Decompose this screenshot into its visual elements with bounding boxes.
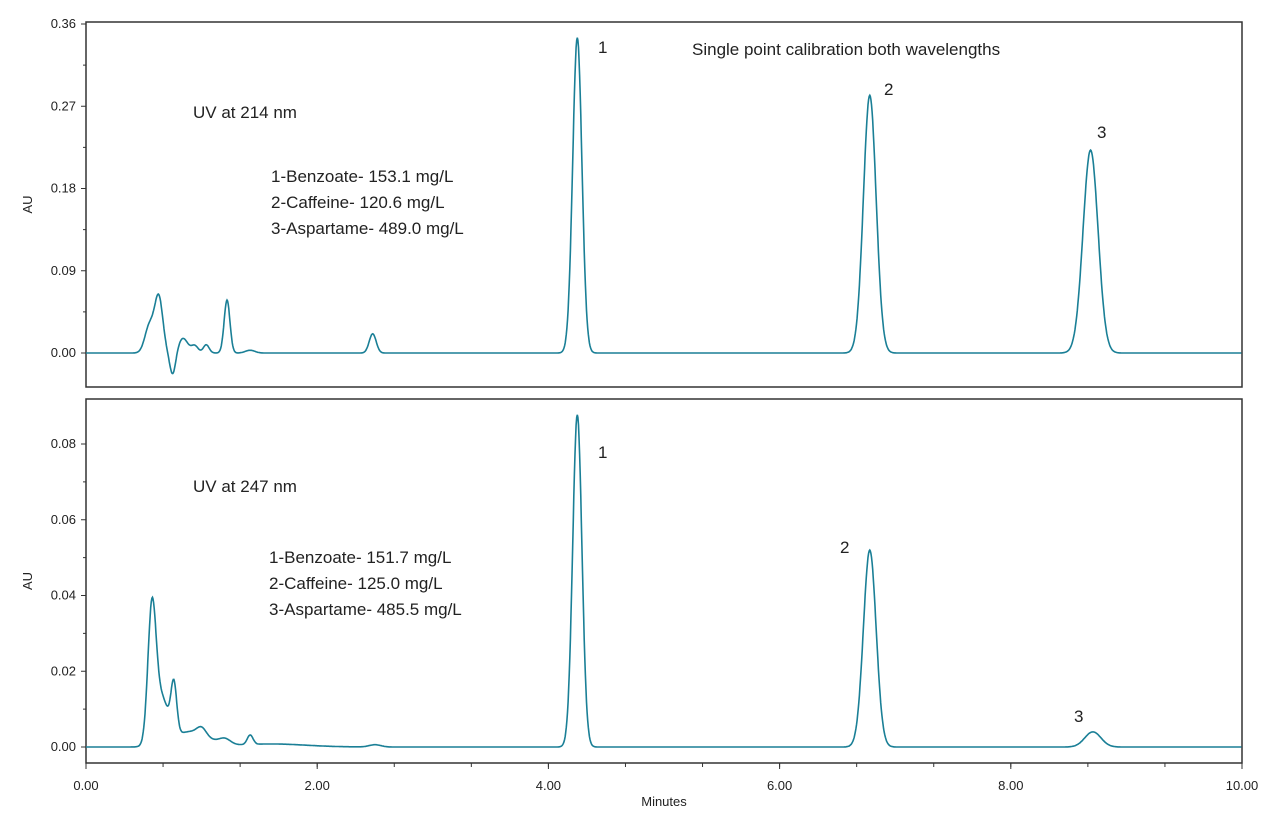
y-tick-label: 0.36 [51, 16, 76, 31]
compound-legend-line: 3-Aspartame- 489.0 mg/L [271, 219, 464, 238]
y-tick-label: 0.00 [51, 345, 76, 360]
x-tick-label: 0.00 [73, 778, 98, 793]
y-tick-label: 0.18 [51, 181, 76, 196]
y-axis-label: AU [20, 572, 35, 590]
x-tick-label: 10.00 [1226, 778, 1259, 793]
panel-label: UV at 247 nm [193, 477, 297, 496]
peak-label-2: 2 [840, 538, 849, 557]
y-tick-label: 0.08 [51, 436, 76, 451]
chromatogram-trace-0 [86, 37, 1242, 375]
chart-annotation-title: Single point calibration both wavelength… [692, 40, 1000, 59]
compound-legend-line: 1-Benzoate- 151.7 mg/L [269, 548, 451, 567]
panel-label: UV at 214 nm [193, 103, 297, 122]
compound-legend-line: 3-Aspartame- 485.5 mg/L [269, 600, 462, 619]
y-tick-label: 0.02 [51, 663, 76, 678]
x-tick-label: 8.00 [998, 778, 1023, 793]
peak-label-3: 3 [1074, 707, 1083, 726]
y-tick-label: 0.06 [51, 512, 76, 527]
x-tick-label: 2.00 [305, 778, 330, 793]
y-axis-label: AU [20, 195, 35, 213]
peak-label-3: 3 [1097, 123, 1106, 142]
compound-legend-line: 2-Caffeine- 125.0 mg/L [269, 574, 443, 593]
y-tick-label: 0.00 [51, 739, 76, 754]
chromatogram-trace-1 [86, 414, 1242, 748]
compound-legend-line: 2-Caffeine- 120.6 mg/L [271, 193, 445, 212]
plot-frame-1 [85, 398, 1243, 764]
peak-label-1: 1 [598, 443, 607, 462]
y-tick-label: 0.27 [51, 98, 76, 113]
x-axis-label: Minutes [641, 794, 687, 809]
y-tick-label: 0.09 [51, 263, 76, 278]
y-tick-label: 0.04 [51, 588, 76, 603]
peak-label-1: 1 [598, 38, 607, 57]
compound-legend-line: 1-Benzoate- 153.1 mg/L [271, 167, 453, 186]
plot-frame-0 [85, 21, 1243, 388]
x-tick-label: 4.00 [536, 778, 561, 793]
peak-label-2: 2 [884, 80, 893, 99]
x-tick-label: 6.00 [767, 778, 792, 793]
